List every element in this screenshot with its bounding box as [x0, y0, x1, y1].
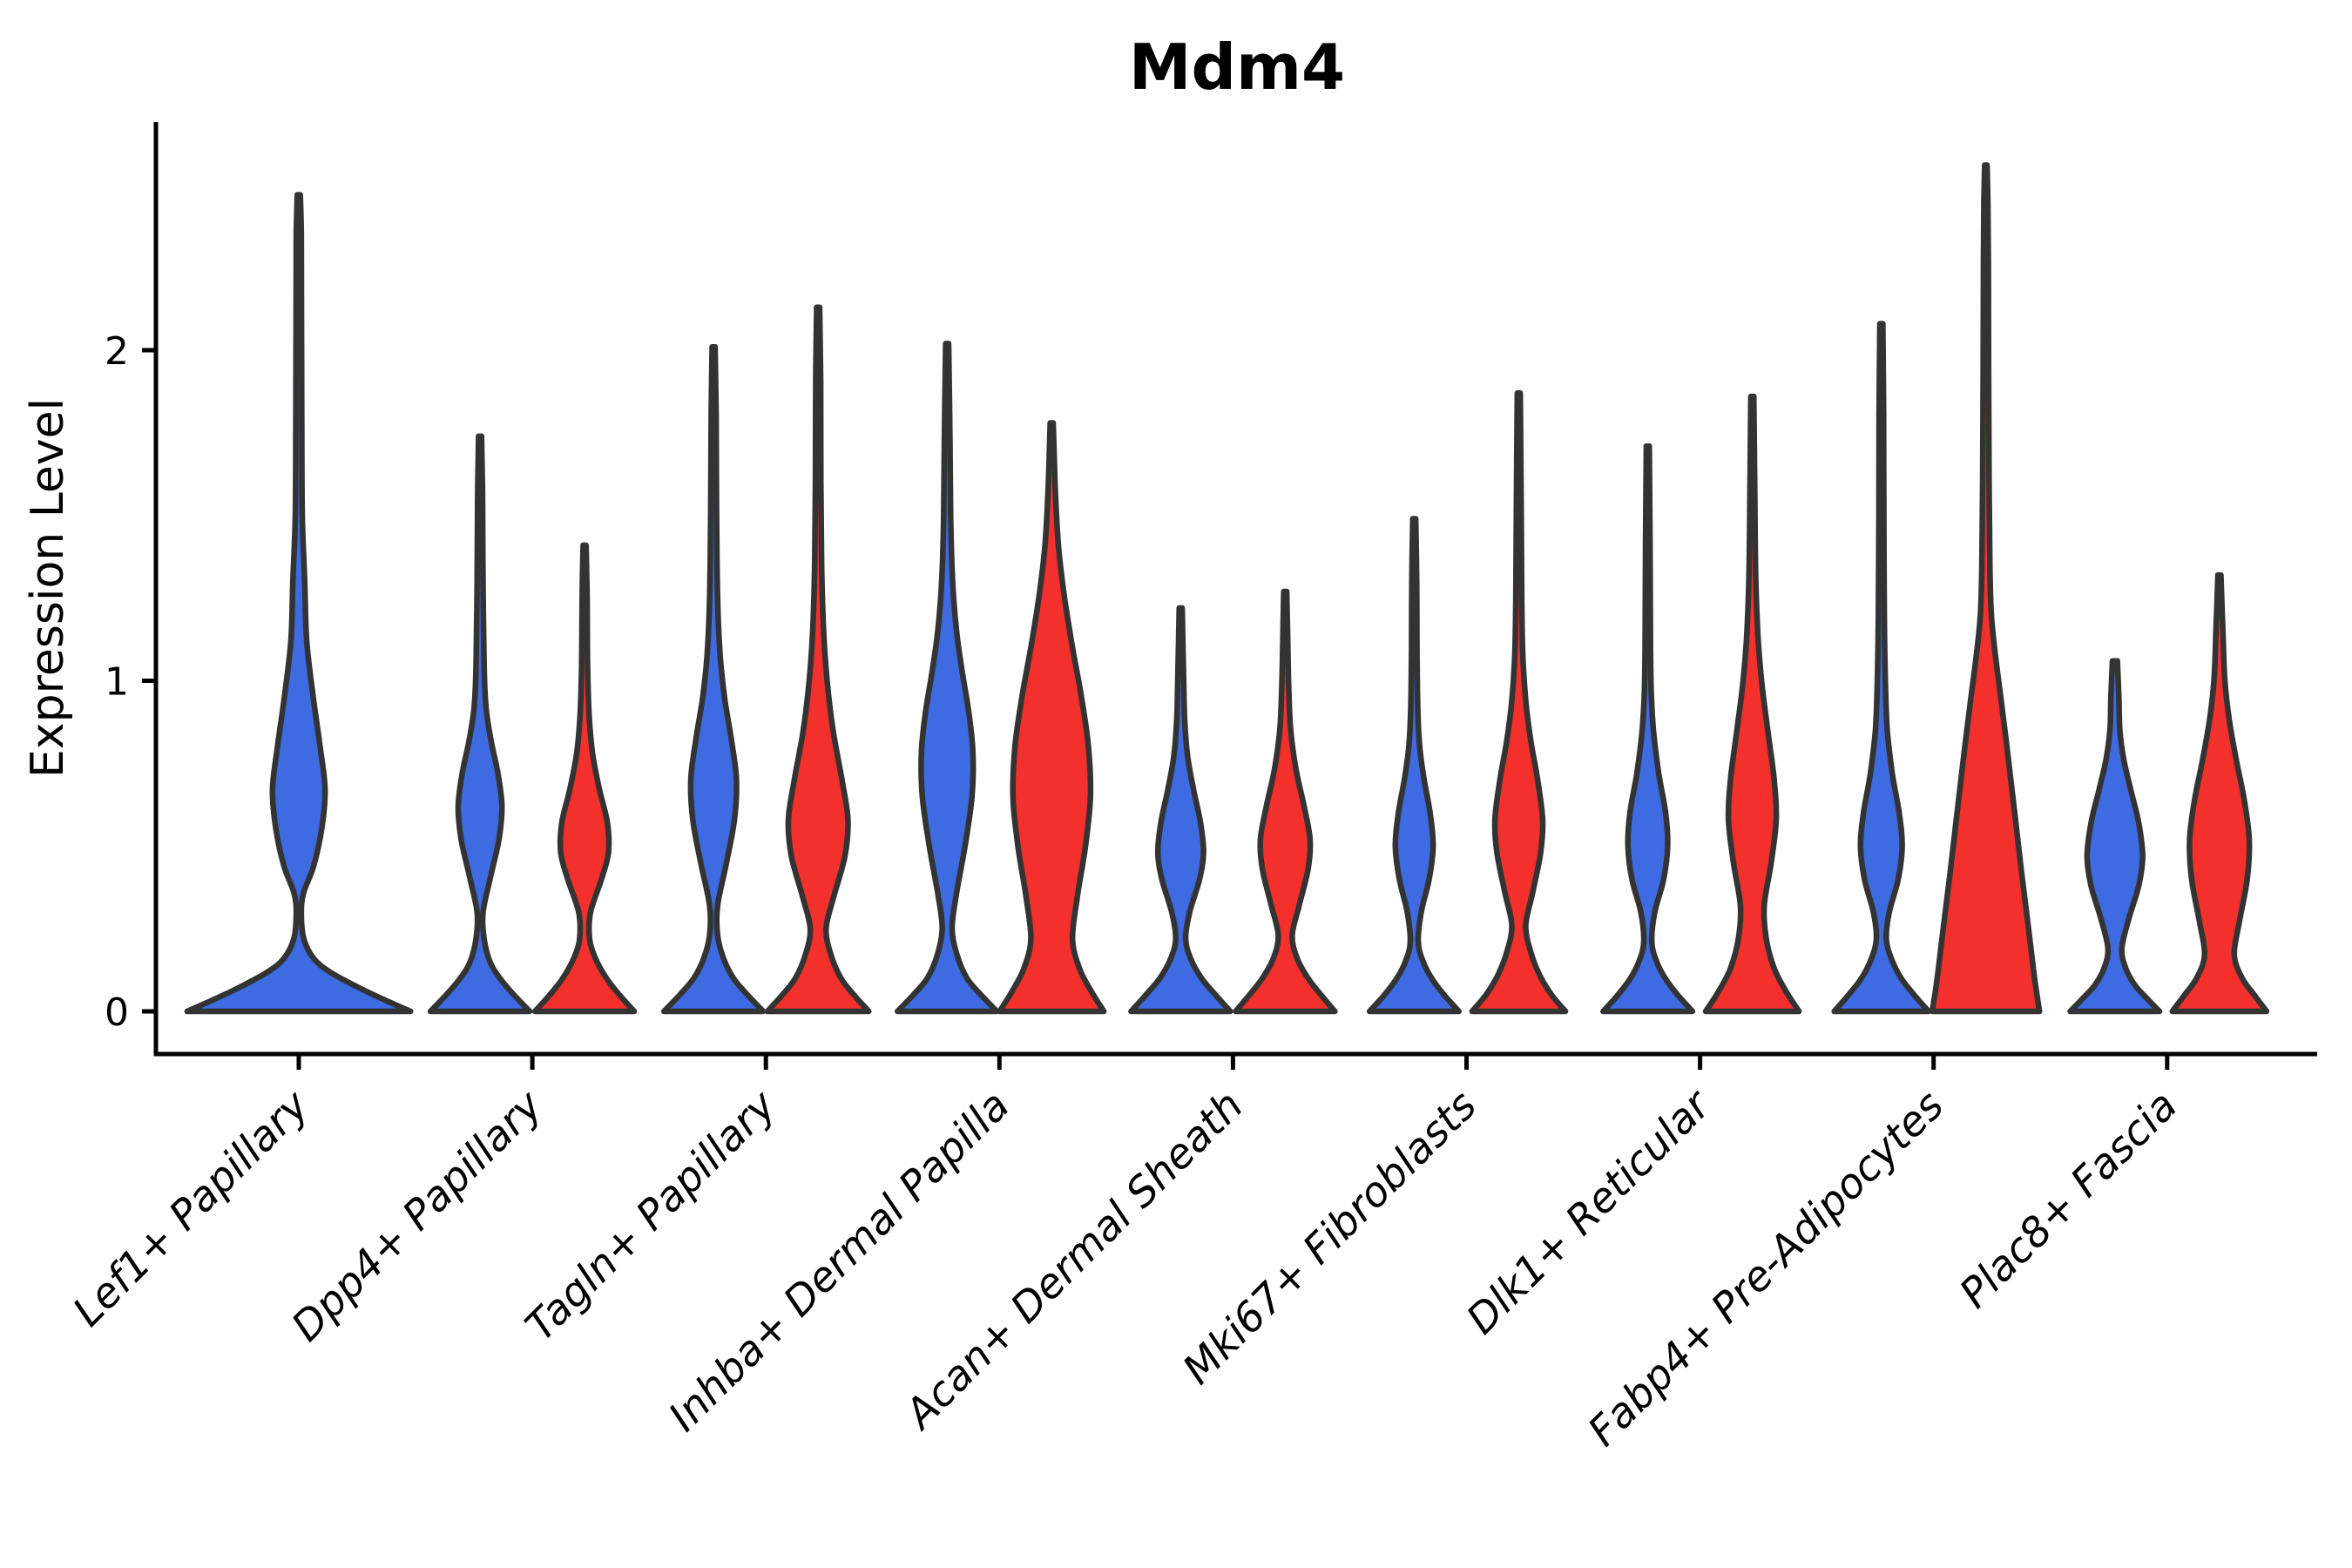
x-tick-label-1: Dpp4+ Papillary — [282, 1081, 552, 1351]
violin-2-red — [764, 304, 872, 1015]
violin-8-red — [2169, 571, 2270, 1015]
violin-2-blue — [660, 343, 767, 1015]
violin-5-red — [1469, 390, 1569, 1015]
violin-7-blue — [1831, 321, 1932, 1015]
y-tick-label-1: 1 — [105, 660, 129, 705]
violin-6-red — [1702, 393, 1802, 1015]
y-tick-label-0: 0 — [105, 990, 129, 1035]
axes-spines — [153, 122, 2317, 1057]
y-axis-ticks: 0 1 2 — [105, 329, 156, 1035]
violin-3-red — [997, 420, 1107, 1015]
x-tick-label-6: Dlk1+ Reticular — [1457, 1080, 1721, 1344]
violin-7-red — [1929, 162, 2043, 1015]
chart-title: Mdm4 — [1129, 30, 1345, 104]
violin-6-blue — [1600, 443, 1696, 1015]
violin-3-blue — [895, 341, 1000, 1015]
violin-4-red — [1233, 588, 1338, 1015]
violin-5-blue — [1366, 516, 1463, 1015]
y-tick-label-2: 2 — [105, 329, 129, 374]
x-tick-label-8: Plac8+ Fascia — [1950, 1082, 2186, 1318]
violin-4-blue — [1128, 605, 1233, 1015]
violin-8-blue — [2067, 658, 2163, 1015]
x-tick-label-2: Tagln+ Papillary — [517, 1081, 787, 1351]
y-axis-label: Expression Level — [22, 398, 74, 778]
violins-layer — [184, 162, 2270, 1015]
violin-1-blue — [427, 433, 533, 1015]
x-tick-label-0: Lef1+ Papillary — [64, 1081, 319, 1336]
violin-1-red — [531, 542, 638, 1015]
violin-0-single — [184, 192, 414, 1015]
